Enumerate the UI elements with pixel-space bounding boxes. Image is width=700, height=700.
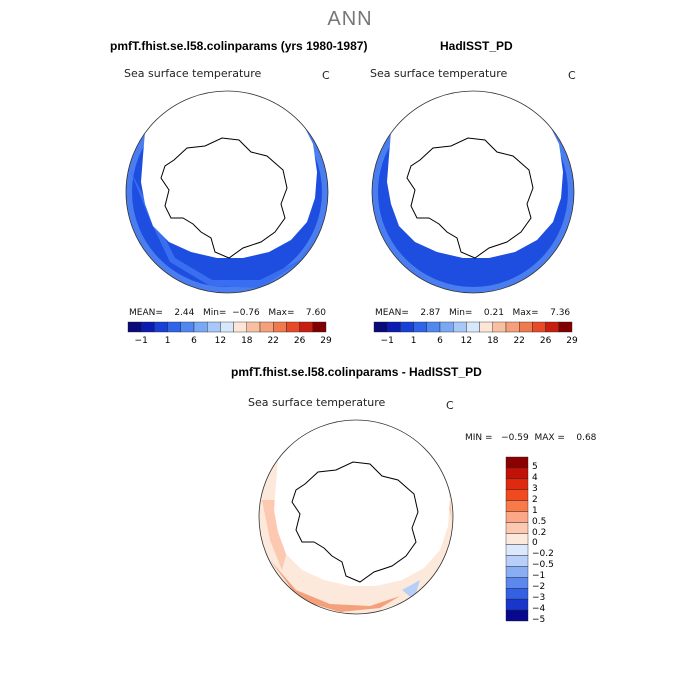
colorbar-tick-label: 6: [437, 336, 443, 346]
colorbar-swatch: [312, 321, 327, 333]
panel1-title: pmfT.fhist.se.l58.colinparams (yrs 1980-…: [110, 39, 368, 53]
panel3-field-label: Sea surface temperature: [248, 396, 386, 409]
colorbar-diff: [505, 456, 529, 622]
colorbar-tick-label: 0.2: [532, 527, 547, 538]
colorbar-tick-label: −5: [532, 615, 546, 625]
panel3-title: pmfT.fhist.se.l58.colinparams - HadISST_…: [231, 365, 482, 379]
panel1-unit: C: [322, 69, 330, 82]
colorbar-tick-label: 22: [267, 336, 279, 346]
colorbar-tick-label: 26: [539, 336, 552, 346]
colorbar-tick-label: 5: [532, 461, 538, 472]
colorbar-tick-label: −0.2: [532, 549, 554, 560]
colorbar-tick-label: 22: [513, 336, 525, 346]
colorbar-panel2: [373, 321, 573, 333]
colorbar-tick-label: 18: [487, 336, 499, 346]
panel2-title: HadISST_PD: [440, 39, 513, 53]
colorbar-tick-label: −1: [532, 571, 546, 582]
colorbar-tick-label: 26: [293, 336, 306, 346]
colorbar-tick-label: 29: [320, 336, 332, 346]
colorbar-tick-label: −3: [532, 593, 546, 604]
colorbar-swatch: [505, 609, 529, 622]
panel1-field-label: Sea surface temperature: [124, 67, 262, 80]
colorbar-swatch: [558, 321, 573, 333]
colorbar-tick-label: −2: [532, 582, 546, 593]
colorbar-panel2-ticks: −1 1 6 12 18 22 26 29: [0, 336, 700, 350]
main-title: ANN: [327, 8, 373, 30]
colorbar-tick-label: −4: [532, 604, 546, 615]
colorbar-tick-label: 0.5: [532, 516, 547, 527]
colorbar-tick-label: 4: [532, 472, 538, 483]
panel2-unit: C: [568, 69, 576, 82]
colorbar-tick-label: 3: [532, 483, 538, 494]
colorbar-tick-label: 1: [164, 336, 171, 346]
panel3-map: [258, 419, 454, 615]
colorbar-tick-label: 2: [532, 494, 538, 505]
colorbar-tick-label: −0.5: [532, 560, 554, 571]
colorbar-tick-label: 1: [532, 505, 538, 516]
colorbar-panel1: [127, 321, 327, 333]
colorbar-tick-label: 29: [566, 336, 578, 346]
panel3-stats: MIN = −0.59 MAX = 0.68: [465, 433, 597, 443]
colorbar-tick-label: 6: [191, 336, 197, 346]
panel1-stats: MEAN= 2.44 Min= −0.76 Max= 7.60: [129, 308, 326, 318]
colorbar-tick-label: −1: [380, 336, 394, 346]
colorbar-tick-label: 12: [214, 336, 227, 346]
panel1-map: [125, 90, 329, 294]
panel3-unit: C: [446, 399, 454, 412]
colorbar-panel1-ticks: −1 1 6 12 18 22 26 29: [0, 336, 700, 350]
colorbar-tick-label: 18: [241, 336, 253, 346]
panel2-stats: MEAN= 2.87 Min= 0.21 Max= 7.36: [375, 308, 571, 318]
colorbar-tick-label: 1: [410, 336, 417, 346]
panel2-field-label: Sea surface temperature: [370, 67, 508, 80]
colorbar-tick-label: 0: [532, 538, 538, 549]
colorbar-tick-label: 12: [460, 336, 473, 346]
colorbar-tick-label: −1: [134, 336, 148, 346]
panel2-map: [371, 90, 575, 294]
